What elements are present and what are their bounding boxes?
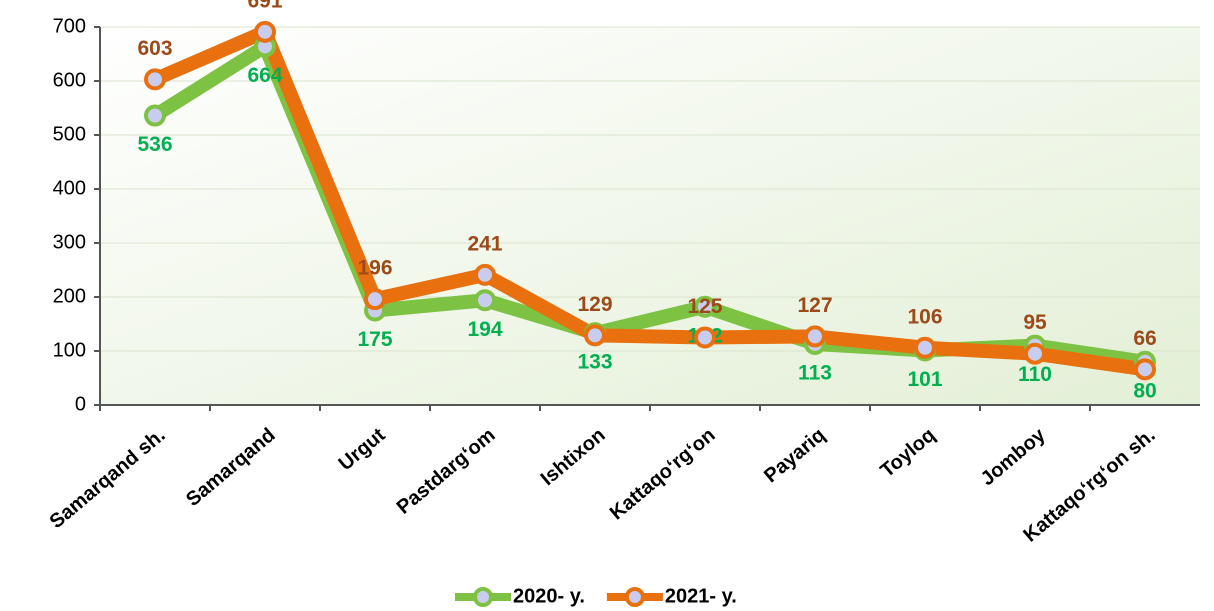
x-tick-label: Ishtixon	[537, 424, 610, 490]
marker	[694, 295, 716, 318]
x-tick-label: Toyloq	[876, 424, 939, 482]
data-label: 241	[467, 232, 502, 255]
x-tick-label: Jomboy	[977, 423, 1051, 490]
y-tick-label: 400	[53, 177, 86, 199]
legend-label: 2021- y.	[665, 585, 737, 607]
y-tick-label: 0	[75, 393, 86, 415]
data-label: 194	[467, 318, 502, 341]
marker	[254, 20, 276, 43]
data-label: 80	[1133, 379, 1156, 402]
marker	[144, 68, 166, 91]
marker	[474, 289, 496, 312]
x-tick-label: Samarqand sh.	[46, 424, 170, 533]
marker	[474, 263, 496, 286]
legend-label: 2020- y.	[513, 585, 585, 607]
y-tick-label: 700	[53, 15, 86, 37]
legend-marker	[473, 587, 493, 607]
x-tick-label: Kattaqo‘rg‘on	[606, 424, 720, 524]
marker	[584, 324, 606, 347]
data-label: 691	[247, 0, 282, 12]
data-label: 664	[247, 64, 282, 87]
data-label: 603	[137, 37, 172, 60]
legend-marker	[624, 587, 645, 607]
y-tick-label: 200	[53, 285, 86, 307]
data-label: 113	[798, 362, 832, 385]
marker	[804, 325, 826, 348]
series-line	[152, 24, 1146, 377]
data-label: 127	[797, 294, 832, 317]
marker	[1134, 358, 1156, 381]
y-tick-label: 300	[53, 231, 86, 253]
marker	[1024, 342, 1046, 365]
data-label: 196	[357, 257, 392, 280]
marker	[364, 288, 386, 311]
y-tick-label: 600	[53, 69, 86, 91]
marker	[144, 104, 166, 127]
y-tick-label: 500	[53, 123, 86, 145]
data-label: 106	[907, 305, 942, 328]
x-tick-label: Pastdarg‘om	[393, 424, 500, 519]
data-label: 101	[907, 368, 942, 391]
data-label: 175	[357, 328, 392, 351]
x-tick-label: Samarqand	[182, 424, 280, 511]
marker	[914, 336, 936, 359]
y-tick-label: 100	[53, 339, 86, 361]
data-label: 110	[1018, 363, 1052, 386]
data-label: 66	[1133, 327, 1156, 350]
data-label: 95	[1023, 311, 1047, 334]
x-tick-label: Payariq	[760, 424, 830, 487]
data-label: 125	[687, 295, 722, 318]
data-label: 133	[577, 351, 612, 374]
x-tick-label: Urgut	[335, 424, 390, 475]
data-label: 536	[137, 133, 172, 156]
data-label: 129	[577, 293, 612, 316]
marker	[694, 326, 716, 349]
